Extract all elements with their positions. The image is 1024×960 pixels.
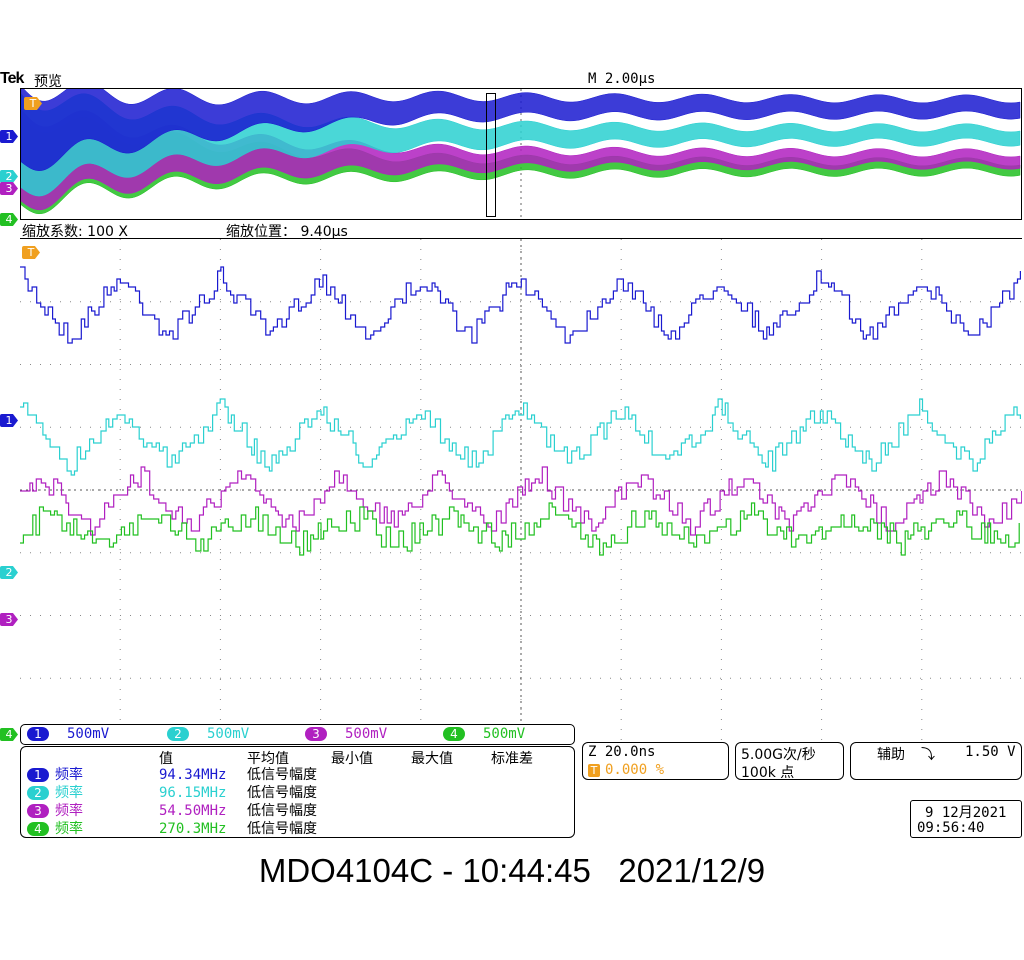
aux-level-value: 1.50 V: [965, 744, 1016, 760]
meas-header-mean: 平均值: [247, 751, 289, 767]
datetime-box: 9 12月2021 09:56:40: [910, 800, 1022, 838]
zoom-time-box[interactable]: Z 20.0ns T 0.000 %: [582, 742, 729, 780]
ch3-badge: 3: [305, 727, 327, 741]
ch4-scale[interactable]: 4 500mV: [443, 725, 525, 744]
overview-waveforms: [21, 89, 1021, 219]
sample-rate-box[interactable]: 5.00G次/秒 100k 点: [735, 742, 844, 781]
meas-header-min: 最小值: [331, 751, 373, 767]
zoom-position-label: 缩放位置： 9.40µs: [226, 224, 348, 240]
time-value: 09:56:40: [917, 820, 985, 836]
meas-header-max: 最大值: [411, 751, 453, 767]
ch1-scale[interactable]: 1 500mV: [27, 725, 109, 744]
meas-ch4-badge: 4: [27, 822, 49, 836]
timebase-label: M 2.00µs: [588, 71, 656, 87]
meas-ch1-badge: 1: [27, 768, 49, 782]
graticule-grid: [20, 239, 1021, 740]
ch1-scale-value: 500mV: [67, 726, 110, 742]
screenshot-caption: MDO4104C - 10:44:45 2021/12/9: [258, 852, 766, 889]
meas-ch2-badge: 2: [27, 786, 49, 800]
zoom-window-box[interactable]: [486, 93, 496, 217]
ch2-badge: 2: [167, 727, 189, 741]
meas-header-stddev: 标准差: [491, 751, 533, 767]
aux-trigger-box[interactable]: 辅助 ⤵ 1.50 V: [850, 742, 1022, 780]
meas-row-4-name: 频率: [55, 821, 83, 837]
overview-trigger-marker[interactable]: T: [24, 97, 42, 110]
trigger-position-value: 0.000 %: [605, 762, 665, 778]
main-ch4-marker[interactable]: 4: [0, 728, 18, 741]
aux-label: 辅助: [877, 747, 905, 763]
trigger-edge-icon: ⤵: [921, 747, 935, 763]
ch1-waveform: [20, 266, 1021, 344]
meas-ch3-badge: 3: [27, 804, 49, 818]
zoom-time-value: Z 20.0ns: [588, 744, 656, 760]
ch4-waveform: [20, 502, 1020, 556]
ch3-scale-value: 500mV: [345, 726, 388, 742]
overview-ch4-marker[interactable]: 4: [0, 213, 18, 226]
ch4-scale-value: 500mV: [483, 726, 526, 742]
ch3-waveform: [20, 466, 1022, 536]
record-length-value: 100k 点: [741, 765, 795, 781]
ch2-waveform: [20, 398, 1021, 476]
meas-row-1[interactable]: 1 频率 94.34MHz 低信号幅度: [27, 766, 567, 784]
measurements-panel[interactable]: 值 平均值 最小值 最大值 标准差 1 频率 94.34MHz 低信号幅度 2 频率…: [20, 746, 575, 838]
overview-ch2-marker[interactable]: 2: [0, 170, 18, 183]
ch1-badge: 1: [27, 727, 49, 741]
overview-ch1-envelope: [21, 89, 1021, 171]
zoom-trigger-icon: T: [588, 764, 600, 777]
record-overview[interactable]: [20, 88, 1022, 220]
meas-row-1-name: 频率: [55, 767, 83, 783]
ch2-scale-value: 500mV: [207, 726, 250, 742]
main-ch1-marker[interactable]: 1: [0, 414, 18, 427]
channel-scale-bar: 1 500mV 2 500mV 3 500mV 4 500mV: [20, 724, 575, 745]
sample-rate-value: 5.00G次/秒: [741, 747, 816, 763]
ch3-scale[interactable]: 3 500mV: [305, 725, 387, 744]
header-bar: Tek 预览 M 2.00µs: [0, 70, 1024, 90]
overview-ch1-marker[interactable]: 1: [0, 130, 18, 143]
main-graticule[interactable]: [20, 238, 1022, 741]
meas-row-4-note: 低信号幅度: [247, 821, 317, 837]
mode-label: 预览: [34, 74, 62, 90]
meas-row-2[interactable]: 2 频率 96.15MHz 低信号幅度: [27, 784, 567, 802]
ch4-badge: 4: [443, 727, 465, 741]
main-ch3-marker[interactable]: 3: [0, 613, 18, 626]
zoom-factor-label: 缩放系数: 100 X: [22, 224, 128, 240]
meas-row-3-name: 频率: [55, 803, 83, 819]
meas-row-2-note: 低信号幅度: [247, 785, 317, 801]
date-value: 9 12月2021: [925, 805, 1007, 821]
brand-logo: Tek: [0, 70, 24, 87]
meas-row-3-value: 54.50MHz: [159, 803, 227, 819]
meas-row-4[interactable]: 4 频率 270.3MHz 低信号幅度: [27, 820, 567, 838]
meas-row-3[interactable]: 3 频率 54.50MHz 低信号幅度: [27, 802, 567, 820]
meas-row-4-value: 270.3MHz: [159, 821, 227, 837]
main-trigger-marker[interactable]: T: [22, 246, 40, 259]
meas-row-2-name: 频率: [55, 785, 83, 801]
main-ch2-marker[interactable]: 2: [0, 566, 18, 579]
ch2-scale[interactable]: 2 500mV: [167, 725, 249, 744]
main-waveforms: [20, 239, 1022, 741]
meas-row-2-value: 96.15MHz: [159, 785, 227, 801]
meas-header-value: 值: [159, 751, 173, 767]
meas-row-1-note: 低信号幅度: [247, 767, 317, 783]
overview-ch3-marker[interactable]: 3: [0, 182, 18, 195]
meas-row-3-note: 低信号幅度: [247, 803, 317, 819]
meas-row-1-value: 94.34MHz: [159, 767, 227, 783]
